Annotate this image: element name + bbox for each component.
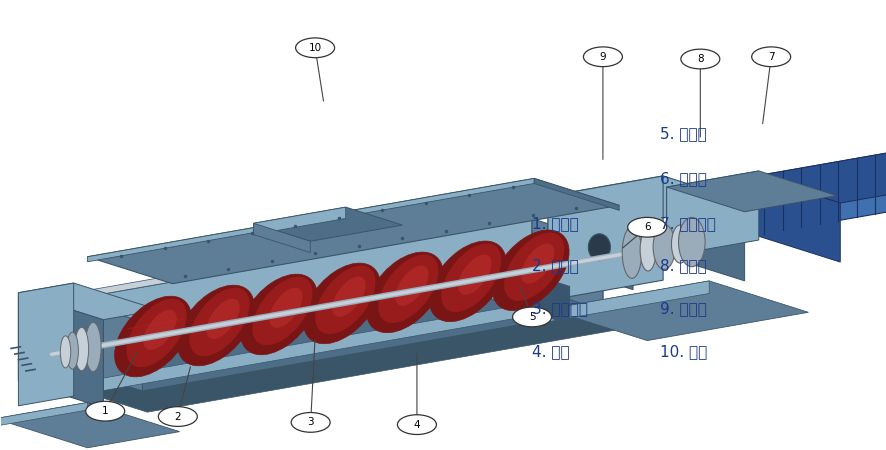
Polygon shape: [754, 176, 839, 262]
Polygon shape: [666, 187, 743, 281]
Polygon shape: [168, 345, 205, 379]
Text: 1: 1: [102, 406, 108, 416]
Circle shape: [159, 407, 197, 427]
Ellipse shape: [85, 322, 101, 372]
Polygon shape: [666, 171, 758, 256]
Polygon shape: [548, 196, 633, 290]
Text: 10. 槽盖: 10. 槽盖: [660, 344, 707, 359]
Circle shape: [397, 415, 436, 435]
Ellipse shape: [315, 266, 375, 334]
Text: 7. 驱动电机: 7. 驱动电机: [660, 216, 716, 231]
Polygon shape: [72, 288, 602, 391]
Polygon shape: [19, 293, 104, 408]
Polygon shape: [168, 345, 240, 363]
Polygon shape: [548, 176, 747, 223]
Text: 6: 6: [643, 222, 649, 232]
Ellipse shape: [492, 230, 569, 310]
Ellipse shape: [671, 225, 688, 263]
Polygon shape: [253, 207, 402, 241]
Ellipse shape: [190, 288, 249, 356]
Ellipse shape: [429, 241, 506, 322]
Ellipse shape: [366, 252, 443, 333]
Polygon shape: [548, 281, 807, 341]
Ellipse shape: [440, 243, 501, 312]
Circle shape: [680, 49, 719, 69]
Polygon shape: [548, 176, 663, 300]
Ellipse shape: [66, 332, 78, 369]
Polygon shape: [72, 219, 532, 369]
Circle shape: [86, 401, 125, 421]
Text: 10: 10: [308, 43, 322, 53]
Text: 5. 出料口: 5. 出料口: [660, 126, 706, 141]
Ellipse shape: [503, 233, 563, 301]
Polygon shape: [532, 219, 602, 310]
Polygon shape: [72, 299, 143, 391]
Ellipse shape: [144, 310, 176, 350]
Polygon shape: [754, 150, 886, 203]
Polygon shape: [19, 283, 159, 320]
Polygon shape: [754, 150, 886, 235]
Text: 8: 8: [696, 54, 703, 64]
Text: 2. 出料口: 2. 出料口: [532, 259, 579, 274]
Ellipse shape: [587, 234, 610, 261]
Text: 7: 7: [767, 52, 773, 62]
Text: 4: 4: [413, 420, 420, 430]
Polygon shape: [19, 283, 74, 406]
Circle shape: [512, 307, 551, 327]
Ellipse shape: [458, 255, 491, 295]
Polygon shape: [666, 171, 835, 212]
Ellipse shape: [640, 229, 656, 271]
Polygon shape: [398, 305, 435, 339]
Ellipse shape: [114, 296, 191, 377]
Polygon shape: [491, 262, 569, 324]
Polygon shape: [62, 301, 626, 412]
Text: 3. 螺旋叶片: 3. 螺旋叶片: [532, 301, 587, 316]
Circle shape: [295, 38, 334, 58]
Text: 1. 轴承座: 1. 轴承座: [532, 216, 579, 231]
Polygon shape: [88, 179, 618, 284]
Text: 2: 2: [175, 412, 181, 422]
Polygon shape: [253, 207, 346, 234]
Ellipse shape: [127, 299, 186, 367]
Circle shape: [583, 47, 622, 67]
Ellipse shape: [269, 288, 302, 328]
Text: 8. 减速机: 8. 减速机: [660, 259, 706, 274]
Ellipse shape: [332, 277, 365, 317]
Text: 9. 轴承座: 9. 轴承座: [660, 301, 706, 316]
Polygon shape: [491, 254, 537, 299]
Ellipse shape: [303, 263, 380, 344]
Ellipse shape: [177, 285, 254, 366]
Ellipse shape: [253, 277, 312, 345]
Text: 6. 联轴器: 6. 联轴器: [660, 171, 706, 186]
Polygon shape: [88, 179, 533, 262]
Ellipse shape: [520, 243, 554, 284]
Text: 3: 3: [307, 418, 314, 428]
Text: 4. 槽体: 4. 槽体: [532, 344, 569, 359]
Ellipse shape: [74, 327, 89, 371]
Ellipse shape: [377, 255, 438, 323]
Polygon shape: [0, 402, 179, 448]
Text: 5: 5: [528, 312, 535, 322]
Ellipse shape: [60, 336, 71, 368]
Ellipse shape: [652, 225, 674, 269]
Circle shape: [291, 413, 330, 432]
Polygon shape: [72, 212, 532, 299]
Polygon shape: [0, 402, 88, 426]
Polygon shape: [533, 179, 618, 211]
Ellipse shape: [678, 217, 704, 267]
Ellipse shape: [621, 227, 641, 279]
Polygon shape: [548, 281, 709, 322]
Polygon shape: [253, 223, 310, 252]
Text: 9: 9: [599, 52, 605, 62]
Ellipse shape: [240, 274, 317, 355]
Circle shape: [750, 47, 789, 67]
Circle shape: [627, 217, 666, 237]
Polygon shape: [62, 301, 540, 398]
Ellipse shape: [395, 266, 428, 306]
Polygon shape: [143, 241, 602, 391]
Polygon shape: [398, 305, 470, 323]
Ellipse shape: [206, 299, 239, 339]
